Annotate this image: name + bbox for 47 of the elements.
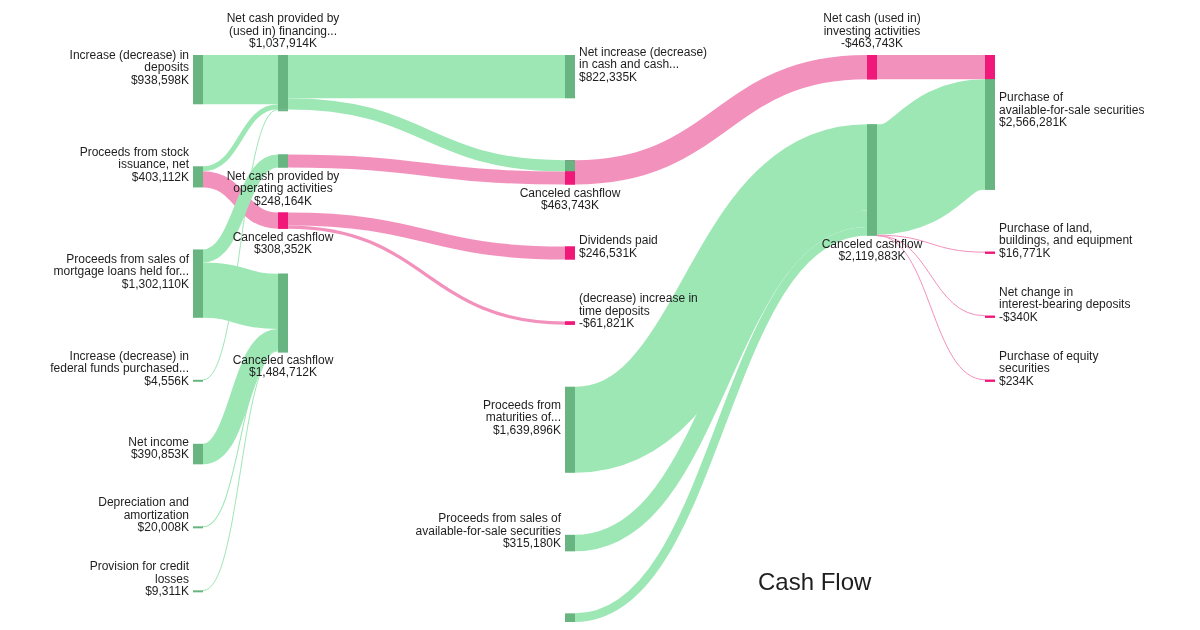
category-label: Depreciation and amortization [98,495,189,522]
category-label: Increase (decrease) in federal funds purchased... [50,348,189,376]
category-label: Dividends paid [579,233,658,248]
category-label: (decrease) increase in time deposits [579,291,698,318]
category-label: Canceled cashflow [232,229,334,244]
category-label: Purchase of equity securities [999,348,1099,376]
category-label: Purchase of land, buildings, and equipment [999,220,1134,248]
data-label: $1,302,110K [121,276,189,291]
category-label: Provision for credit losses [89,559,190,586]
data-label: $2,566,281K [999,115,1068,130]
data-label: -$340K [999,309,1038,324]
data-label: $9,311K [145,584,189,599]
category-label: Canceled cashflow [519,185,621,200]
category-label: Net income [128,434,190,449]
category-label: Net cash provided by operating activities [226,168,340,196]
category-label: Proceeds from stock issuance, net [79,144,190,172]
category-label: Purchase of available-for-sale securities [999,90,1145,117]
data-label: $248,164K [253,193,313,208]
category-label: Canceled cashflow [232,352,334,367]
category-label: Canceled cashflow [821,236,923,251]
data-label: $463,743K [540,198,600,213]
data-label: $1,639,896K [492,422,561,437]
data-label: -$463,743K [840,36,904,50]
data-label: $246,531K [579,245,638,260]
category-label: Proceeds from sales of mortgage loans held for... [53,251,190,279]
data-label: $1,484,712K [248,365,318,380]
text: Cash Flow [758,568,872,596]
data-label: $315,180K [502,536,561,551]
category-label: Net change in interest-bearing deposits [999,284,1131,312]
data-label: $2,119,883K [838,249,906,264]
category-label: Net cash provided by (used in) financing... [226,11,340,38]
data-label: $16,771K [999,245,1051,260]
data-label: $390,853K [130,447,189,462]
data-label: -$61,821K [579,316,635,331]
category-label: Increase (decrease) in deposits [69,47,189,75]
category-label: Net cash (used in) investing activities [823,11,921,38]
data-label: $938,598K [130,72,189,87]
data-label: $234K [999,373,1034,388]
data-label: $403,112K [131,169,189,184]
data-label: $20,008K [137,520,189,535]
data-label: $822,335K [579,69,638,84]
data-label: $308,352K [253,242,313,257]
data-label: $1,037,914K [248,36,318,50]
category-label: Proceeds from maturities of... [482,397,561,425]
category-label: Proceeds from sales of available-for-sale securities [415,511,562,538]
data-label: $4,556K [144,373,189,388]
category-label: Net increase (decrease) in cash and cash... [579,44,708,72]
